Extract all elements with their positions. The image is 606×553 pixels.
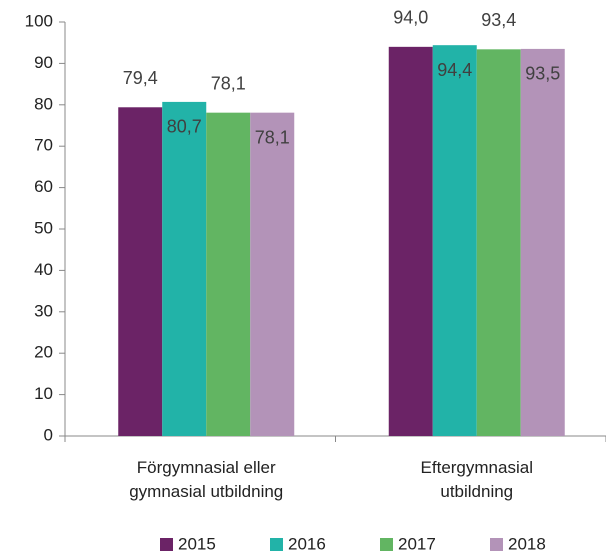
bar	[388, 46, 433, 437]
bar	[476, 49, 521, 436]
x-tick-label-line: utbildning	[440, 482, 513, 501]
legend-swatch	[270, 538, 283, 551]
y-tick-label: 90	[34, 53, 53, 72]
legend-label: 2015	[178, 534, 216, 553]
value-label: 94,0	[393, 8, 428, 28]
legend-label: 2016	[288, 534, 326, 553]
y-tick-label: 30	[34, 301, 53, 320]
value-label: 93,5	[525, 64, 560, 84]
bar	[118, 107, 163, 436]
value-label: 80,7	[167, 117, 202, 137]
x-tick-label-line: gymnasial utbildning	[129, 482, 283, 501]
legend-swatch	[160, 538, 173, 551]
y-tick-label: 40	[34, 260, 53, 279]
bar	[432, 45, 477, 437]
x-tick-label-line: Eftergymnasial	[421, 458, 533, 477]
legend-label: 2018	[508, 534, 546, 553]
y-tick-label: 20	[34, 343, 53, 362]
bar	[206, 112, 251, 436]
bar	[250, 112, 295, 436]
bar	[162, 101, 207, 436]
value-label: 94,4	[437, 60, 472, 80]
y-tick-label: 10	[34, 384, 53, 403]
y-tick-label: 100	[25, 11, 53, 30]
bar	[520, 48, 565, 436]
value-label: 79,4	[123, 68, 158, 88]
value-label: 78,1	[211, 73, 246, 93]
y-tick-label: 50	[34, 218, 53, 237]
y-tick-label: 0	[44, 425, 53, 444]
legend-label: 2017	[398, 534, 436, 553]
legend-swatch	[380, 538, 393, 551]
y-tick-label: 80	[34, 94, 53, 113]
y-tick-label: 60	[34, 177, 53, 196]
x-tick-label: Förgymnasial eller gymnasial utbildning	[129, 458, 283, 501]
y-tick-label: 70	[34, 136, 53, 155]
value-label: 93,4	[481, 10, 516, 30]
x-tick-label: Eftergymnasial utbildning	[421, 458, 533, 501]
legend-swatch	[490, 538, 503, 551]
value-label: 78,1	[255, 127, 290, 147]
x-tick-label-line: Förgymnasial eller	[137, 458, 276, 477]
